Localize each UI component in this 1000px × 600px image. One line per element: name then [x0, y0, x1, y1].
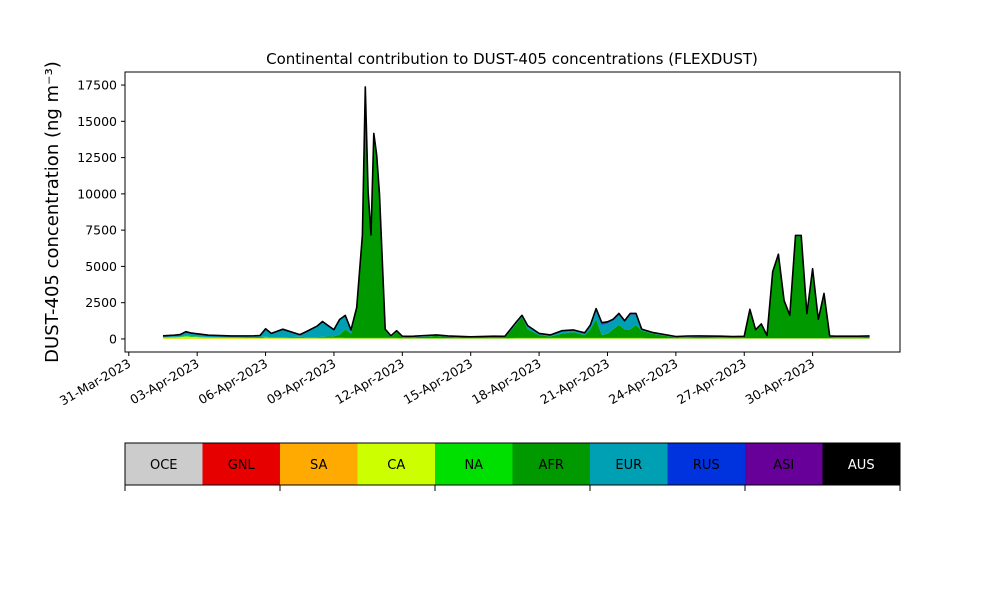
legend-label-gnl: GNL — [228, 458, 256, 473]
area-ca — [163, 336, 870, 339]
legend-swatch-na — [435, 443, 513, 485]
legend-label-na: NA — [464, 458, 483, 473]
legend-swatch-gnl — [202, 443, 281, 485]
legend-swatch-ca — [357, 443, 436, 485]
total-concentration-line — [162, 86, 870, 338]
legend-swatch-rus — [667, 443, 746, 485]
legend-swatch-sa — [280, 443, 358, 485]
area-afr — [163, 88, 870, 339]
legend-label-ca: CA — [387, 458, 405, 473]
y-tick-label: 0 — [109, 331, 117, 346]
legend-swatch-asi — [745, 443, 823, 485]
y-tick-label: 15000 — [77, 114, 117, 129]
legend-label-eur: EUR — [615, 458, 642, 473]
legend: OCE GNL SA CA NA AFR EUR RUS ASI AUS — [124, 442, 901, 491]
plot-frame — [124, 71, 901, 353]
legend-label-asi: ASI — [773, 458, 794, 473]
total-line — [162, 86, 870, 338]
area-na — [163, 336, 870, 339]
legend-swatch-eur — [590, 443, 668, 485]
y-axis-title: DUST-405 concentration (ng m⁻³) — [42, 61, 63, 363]
legend-swatch-afr — [512, 443, 591, 485]
legend-frame — [124, 442, 901, 486]
y-tick-label: 5000 — [85, 259, 117, 274]
legend-label-sa: SA — [310, 458, 327, 473]
y-tick-label: 7500 — [85, 223, 117, 238]
y-tick-label: 17500 — [77, 78, 117, 93]
y-tick-label: 12500 — [77, 150, 117, 165]
legend-label-aus: AUS — [848, 458, 875, 473]
y-axis: 0 2500 5000 7500 10000 12500 15000 17500 — [77, 78, 125, 346]
y-tick-label: 10000 — [77, 186, 117, 201]
y-tick-label: 2500 — [85, 295, 117, 310]
chart-title: Continental contribution to DUST-405 con… — [266, 50, 758, 68]
stacked-areas — [163, 86, 870, 339]
legend-label-oce: OCE — [150, 458, 178, 473]
legend-swatch-oce — [125, 443, 203, 485]
legend-swatch-aus — [822, 443, 901, 485]
legend-label-afr: AFR — [539, 458, 564, 473]
legend-label-rus: RUS — [693, 458, 720, 473]
